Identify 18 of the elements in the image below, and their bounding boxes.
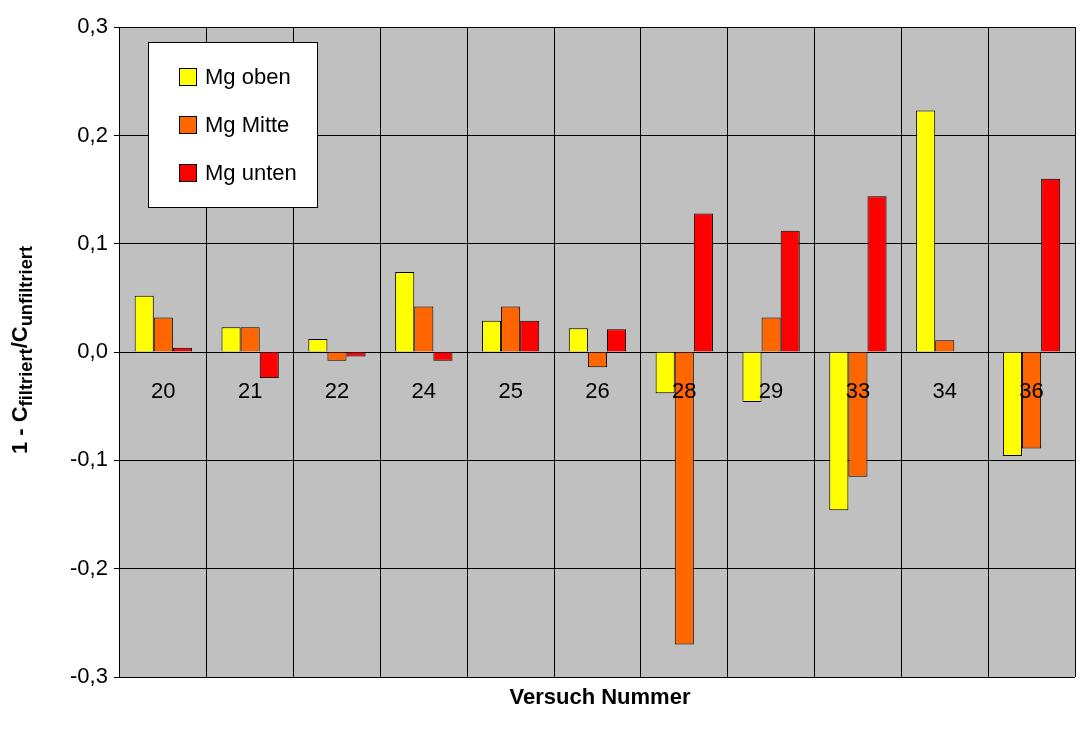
legend-label: Mg oben bbox=[205, 64, 291, 90]
x-tick-label: 34 bbox=[932, 378, 957, 404]
y-tick-label: -0,1 bbox=[69, 446, 108, 472]
x-tick-label: 25 bbox=[498, 378, 523, 404]
y-tick-label: 0,0 bbox=[77, 338, 108, 364]
y-tick-label: -0,2 bbox=[69, 554, 108, 580]
x-tick-label: 26 bbox=[585, 378, 610, 404]
legend-label: Mg Mitte bbox=[205, 112, 290, 138]
y-tick-label: 0,3 bbox=[77, 13, 108, 39]
y-tick-label: 0,1 bbox=[77, 229, 108, 255]
legend-label: Mg unten bbox=[205, 160, 297, 186]
y-tick-label: 0,2 bbox=[77, 121, 108, 147]
x-tick-label: 21 bbox=[237, 378, 263, 404]
x-tick-label: 24 bbox=[411, 378, 437, 404]
x-tick-label: 20 bbox=[151, 378, 176, 404]
y-tick-label: -0,3 bbox=[69, 663, 108, 689]
x-tick-label: 22 bbox=[324, 378, 350, 404]
x-axis-title: Versuch Nummer bbox=[509, 684, 691, 710]
